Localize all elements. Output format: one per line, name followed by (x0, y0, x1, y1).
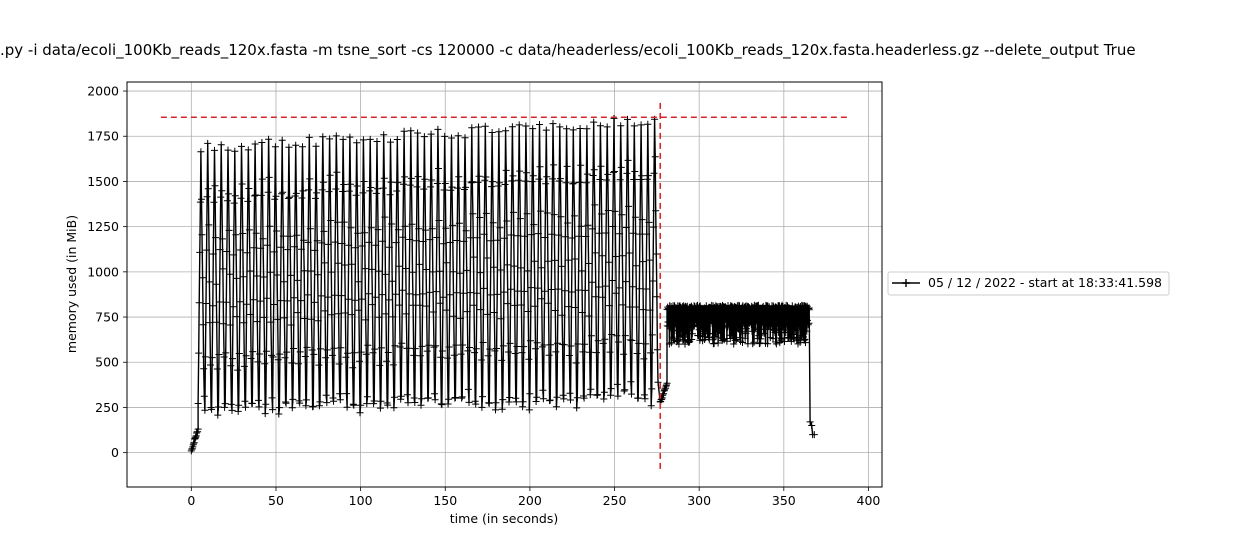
chart-title: .py -i data/ecoli_100Kb_reads_120x.fasta… (0, 41, 1136, 60)
y-tick-label: 1750 (87, 129, 119, 144)
y-tick-label: 250 (95, 400, 119, 415)
legend-marker-icon (902, 279, 910, 287)
x-tick-label: 350 (772, 493, 796, 508)
x-tick-label: 0 (187, 493, 195, 508)
legend-box (887, 271, 1170, 296)
reference-lines (160, 100, 849, 469)
x-tick-label: 50 (268, 493, 284, 508)
x-tick-label: 400 (857, 493, 881, 508)
y-tick-label: 1500 (87, 174, 119, 189)
series-markers (187, 114, 818, 455)
x-tick-label: 200 (518, 493, 542, 508)
x-tick-label: 300 (687, 493, 711, 508)
x-tick-label: 100 (349, 493, 373, 508)
series-line (190, 117, 815, 452)
y-tick-label: 2000 (87, 84, 119, 99)
y-tick-label: 1000 (87, 264, 119, 279)
x-tick-label: 250 (603, 493, 627, 508)
x-tick-label: 150 (433, 493, 457, 508)
x-axis-ticks: 0 50 100 150 200 250 300 350 400 (187, 487, 880, 508)
legend[interactable]: 05 / 12 / 2022 - start at 18:33:41.598 (887, 271, 1170, 296)
y-tick-label: 0 (111, 445, 119, 460)
y-tick-label: 750 (95, 310, 119, 325)
y-axis-ticks: 0 250 500 750 1000 1250 1500 1750 2000 (87, 84, 127, 460)
x-axis-label: time (in seconds) (450, 511, 558, 526)
y-tick-label: 1250 (87, 219, 119, 234)
legend-label: 05 / 12 / 2022 - start at 18:33:41.598 (928, 275, 1162, 290)
y-tick-label: 500 (95, 355, 119, 370)
plot-frame (126, 81, 883, 488)
y-axis-label: memory used (in MiB) (64, 215, 79, 353)
data-series (187, 114, 818, 455)
